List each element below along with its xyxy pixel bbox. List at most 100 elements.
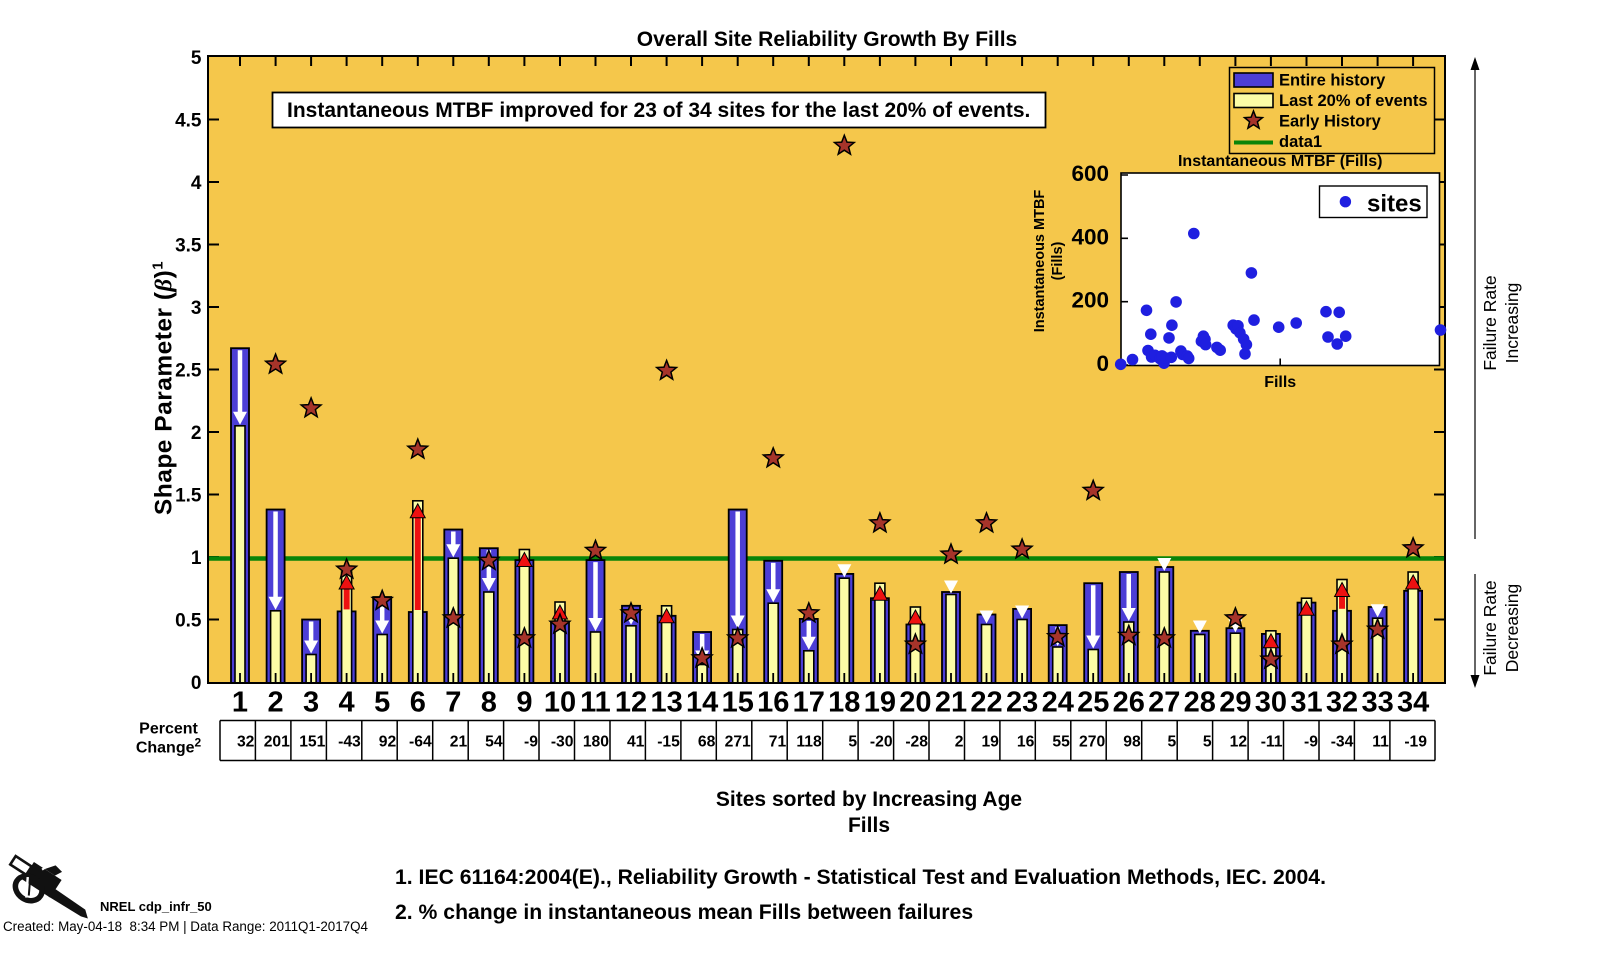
svg-text:18: 18	[828, 687, 860, 719]
svg-text:20: 20	[899, 687, 931, 719]
svg-text:Decreasing: Decreasing	[1502, 584, 1522, 673]
svg-text:33: 33	[1361, 687, 1393, 719]
svg-text:31: 31	[1290, 687, 1322, 719]
svg-text:2.5: 2.5	[175, 361, 202, 382]
svg-text:Last 20% of events: Last 20% of events	[1279, 92, 1428, 110]
svg-text:-15: -15	[657, 734, 680, 751]
svg-text:1: 1	[232, 687, 248, 719]
svg-text:-30: -30	[551, 734, 574, 751]
svg-text:-34: -34	[1331, 734, 1354, 751]
svg-text:23: 23	[1006, 687, 1038, 719]
svg-text:1. IEC 61164:2004(E)., Reliabi: 1. IEC 61164:2004(E)., Reliability Growt…	[395, 866, 1326, 889]
svg-text:Instantaneous MTBF: Instantaneous MTBF	[1032, 190, 1048, 333]
svg-text:71: 71	[769, 734, 787, 751]
svg-text:Percent: Percent	[139, 721, 198, 738]
svg-text:-9: -9	[1304, 734, 1318, 751]
svg-text:4: 4	[339, 687, 355, 719]
svg-text:data1: data1	[1279, 133, 1322, 151]
svg-text:0.5: 0.5	[175, 611, 202, 632]
svg-text:54: 54	[485, 734, 503, 751]
svg-text:55: 55	[1052, 734, 1070, 751]
svg-text:Instantaneous MTBF improved fo: Instantaneous MTBF improved for 23 of 34…	[287, 99, 1030, 122]
svg-text:2: 2	[268, 687, 284, 719]
svg-text:2: 2	[191, 423, 202, 444]
svg-text:Increasing: Increasing	[1502, 283, 1522, 364]
svg-text:-20: -20	[870, 734, 893, 751]
svg-text:600: 600	[1071, 161, 1109, 186]
svg-text:4.5: 4.5	[175, 111, 202, 132]
svg-text:Overall Site Reliability Growt: Overall Site Reliability Growth By Fills	[637, 28, 1017, 51]
svg-text:7: 7	[445, 687, 461, 719]
svg-text:10: 10	[544, 687, 576, 719]
svg-text:17: 17	[793, 687, 825, 719]
svg-text:12: 12	[1230, 734, 1248, 751]
svg-text:25: 25	[1077, 687, 1109, 719]
svg-text:26: 26	[1113, 687, 1145, 719]
svg-text:19: 19	[981, 734, 999, 751]
svg-text:Entire history: Entire history	[1279, 72, 1386, 90]
svg-text:sites: sites	[1367, 191, 1422, 218]
svg-text:34: 34	[1397, 687, 1429, 719]
svg-text:16: 16	[1017, 734, 1035, 751]
svg-text:Early History: Early History	[1279, 113, 1382, 131]
svg-text:271: 271	[725, 734, 751, 751]
svg-text:24: 24	[1042, 687, 1074, 719]
svg-text:Fills: Fills	[1264, 374, 1296, 391]
svg-text:Shape Parameter (β)1: Shape Parameter (β)1	[150, 261, 178, 515]
svg-text:32: 32	[237, 734, 255, 751]
svg-text:3.5: 3.5	[175, 236, 202, 257]
svg-text:-28: -28	[905, 734, 928, 751]
svg-text:98: 98	[1123, 734, 1141, 751]
svg-text:28: 28	[1184, 687, 1216, 719]
svg-text:11: 11	[1372, 734, 1389, 751]
svg-text:19: 19	[864, 687, 896, 719]
svg-text:151: 151	[299, 734, 325, 751]
svg-text:1.5: 1.5	[175, 486, 202, 507]
svg-text:68: 68	[698, 734, 716, 751]
svg-text:30: 30	[1255, 687, 1287, 719]
svg-text:32: 32	[1326, 687, 1358, 719]
svg-text:Change2: Change2	[136, 736, 202, 757]
svg-text:21: 21	[935, 687, 967, 719]
svg-text:2. % change in instantaneous m: 2. % change in instantaneous mean Fills …	[395, 901, 973, 924]
svg-text:9: 9	[516, 687, 532, 719]
svg-text:Fills: Fills	[848, 814, 890, 837]
svg-text:29: 29	[1219, 687, 1251, 719]
svg-text:-43: -43	[338, 734, 361, 751]
svg-text:11: 11	[580, 687, 611, 719]
svg-text:14: 14	[686, 687, 718, 719]
svg-text:16: 16	[757, 687, 789, 719]
svg-text:8: 8	[481, 687, 497, 719]
svg-text:0: 0	[1096, 351, 1109, 376]
svg-text:3: 3	[191, 298, 202, 319]
svg-text:4: 4	[191, 173, 202, 194]
svg-text:5: 5	[848, 734, 857, 751]
svg-text:27: 27	[1148, 687, 1180, 719]
svg-text:118: 118	[796, 734, 822, 751]
svg-text:3: 3	[303, 687, 319, 719]
svg-text:180: 180	[583, 734, 609, 751]
svg-text:-64: -64	[409, 734, 432, 751]
svg-text:5: 5	[374, 687, 390, 719]
svg-text:21: 21	[450, 734, 468, 751]
svg-text:-19: -19	[1404, 734, 1427, 751]
svg-text:-9: -9	[524, 734, 538, 751]
svg-text:200: 200	[1071, 288, 1109, 313]
svg-text:201: 201	[264, 734, 290, 751]
svg-text:-11: -11	[1261, 734, 1283, 751]
svg-text:6: 6	[410, 687, 426, 719]
svg-text:Failure Rate: Failure Rate	[1480, 580, 1500, 675]
svg-text:5: 5	[1203, 734, 1212, 751]
svg-text:22: 22	[970, 687, 1002, 719]
svg-text:5: 5	[191, 48, 202, 69]
svg-text:13: 13	[650, 687, 682, 719]
svg-text:400: 400	[1071, 224, 1109, 249]
svg-text:5: 5	[1167, 734, 1176, 751]
svg-text:(Fills): (Fills)	[1050, 242, 1066, 281]
svg-text:92: 92	[379, 734, 397, 751]
svg-text:0: 0	[191, 673, 202, 694]
svg-text:15: 15	[722, 687, 754, 719]
svg-text:41: 41	[627, 734, 645, 751]
svg-text:Failure Rate: Failure Rate	[1480, 275, 1500, 370]
svg-text:270: 270	[1079, 734, 1105, 751]
